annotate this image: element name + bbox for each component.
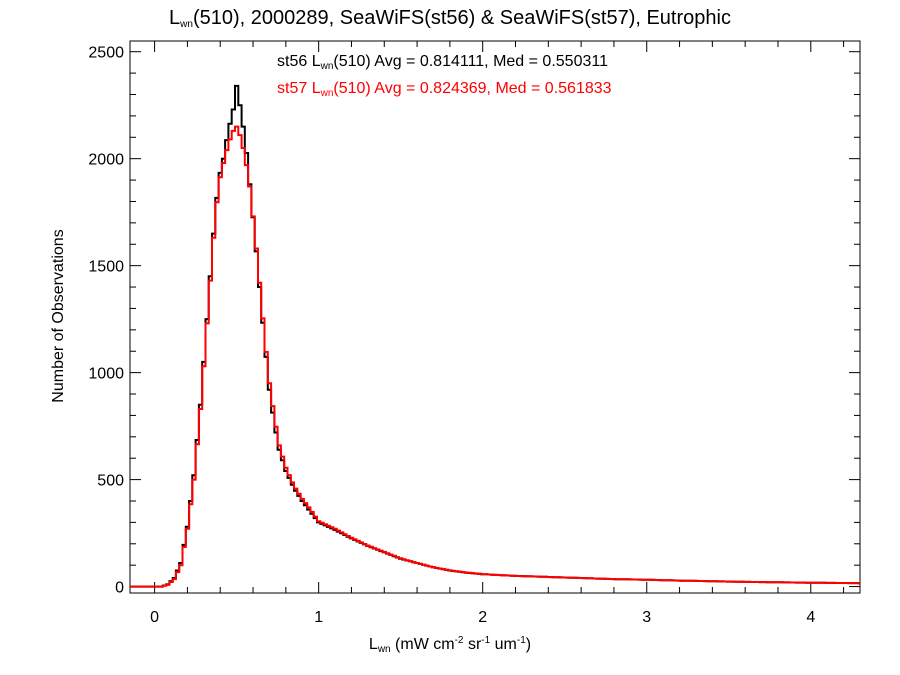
y-tick-label: 0 [115, 580, 124, 597]
y-tick-label: 2500 [88, 45, 124, 62]
y-tick-label: 1000 [88, 366, 124, 383]
x-tick-label: 1 [314, 609, 323, 626]
x-tick-label: 4 [806, 609, 815, 626]
chart-title: Lwn(510), 2000289, SeaWiFS(st56) & SeaWi… [169, 7, 731, 30]
legend-entry-st57: st57 Lwn(510) Avg = 0.824369, Med = 0.56… [277, 80, 612, 99]
x-tick-label: 0 [150, 609, 159, 626]
y-tick-label: 2000 [88, 152, 124, 169]
x-tick-label: 3 [642, 609, 651, 626]
y-tick-label: 500 [97, 473, 124, 490]
plot-frame [129, 40, 861, 594]
legend-entry-st56: st56 Lwn(510) Avg = 0.814111, Med = 0.55… [277, 53, 608, 72]
x-tick-label: 2 [478, 609, 487, 626]
histogram-series-1 [130, 125, 860, 588]
x-axis-label: Lwn (mW cm-2 sr-1 um-1) [368, 635, 532, 655]
histogram-series-0 [130, 84, 860, 588]
y-tick-label: 1500 [88, 259, 124, 276]
